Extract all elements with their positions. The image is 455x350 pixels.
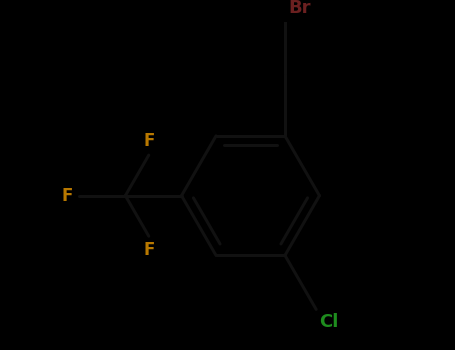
Text: F: F bbox=[62, 187, 73, 205]
Text: F: F bbox=[143, 132, 154, 150]
Text: Cl: Cl bbox=[319, 313, 339, 331]
Text: F: F bbox=[143, 241, 154, 259]
Text: Br: Br bbox=[288, 0, 311, 17]
